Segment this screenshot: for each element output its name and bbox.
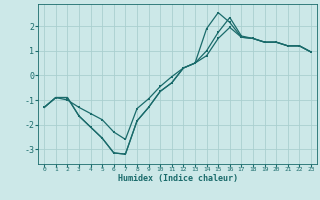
X-axis label: Humidex (Indice chaleur): Humidex (Indice chaleur) [118, 174, 238, 183]
